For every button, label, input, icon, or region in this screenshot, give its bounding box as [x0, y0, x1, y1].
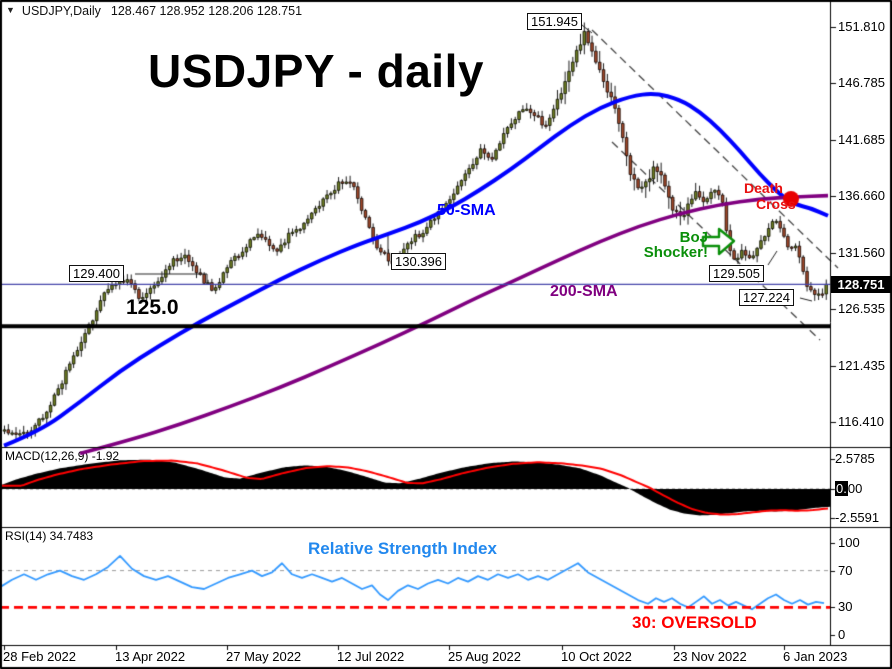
time-axis-label: 12 Jul 2022: [337, 649, 405, 664]
time-axis-label: 23 Nov 2022: [673, 649, 747, 664]
header-ohlc-values: 128.467 128.952 128.206 128.751: [110, 4, 303, 18]
boj-line2: Shocker!: [643, 244, 708, 261]
time-axis-label: 28 Feb 2022: [3, 649, 77, 664]
price-axis-tick: 146.785: [838, 75, 885, 91]
rsi-axis-tick: 70: [838, 562, 853, 578]
price-mark-tag: 127.224: [739, 289, 794, 306]
death-cross-line1: Death: [744, 180, 783, 196]
boj-line1: BoJ: [679, 229, 708, 246]
time-axis-label: 10 Oct 2022: [561, 649, 632, 664]
price-axis-tick: 126.535: [838, 301, 885, 317]
price-axis-tick: 121.435: [838, 357, 885, 373]
price-mark-tag: 151.945: [527, 13, 582, 30]
death-cross-label: Death Cross: [744, 180, 796, 212]
time-axis-label: 13 Apr 2022: [115, 649, 186, 664]
price-axis-tick: 151.810: [838, 19, 885, 34]
sma50-label: 50-SMA: [437, 202, 496, 219]
price-axis-tick: 116.410: [838, 414, 885, 430]
oversold-label: 30: OVERSOLD: [632, 613, 757, 632]
price-mark-tag: 130.396: [391, 253, 446, 270]
time-axis-label: 25 Aug 2022: [448, 649, 522, 664]
chart-header: ▼ USDJPY,Daily 128.467 128.952 128.206 128…: [6, 4, 302, 18]
sma200-label: 200-SMA: [550, 283, 618, 300]
current-price-tag: 128.751: [831, 276, 891, 293]
death-cross-line2: Cross: [756, 196, 796, 212]
price-mark-tag: 129.400: [69, 265, 124, 282]
price-axis-tick: 131.560: [838, 244, 885, 260]
price-axis-tick: 136.660: [838, 188, 885, 204]
price-mark-tag: 129.505: [709, 265, 764, 282]
rsi-axis-tick: 100: [838, 535, 860, 550]
level-125-label: 125.0: [126, 296, 179, 319]
price-axis-tick: 141.685: [838, 131, 885, 147]
rsi-axis-tick: 0: [838, 627, 846, 642]
macd-axis-tick: 2.5785: [835, 451, 875, 467]
macd-axis-tick: 0.00: [836, 481, 863, 496]
rsi-axis-tick: 30: [838, 599, 853, 615]
boj-shocker-label: BoJ Shocker!: [622, 230, 708, 260]
chart-title: USDJPY - daily: [148, 45, 484, 97]
rsi-indicator-label: RSI(14) 34.7483: [5, 529, 94, 543]
time-axis-label: 6 Jan 2023: [783, 649, 848, 664]
rsi-title-label: Relative Strength Index: [308, 539, 497, 558]
macd-axis-tick: -2.5591: [835, 510, 880, 526]
collapse-arrow-icon[interactable]: ▼: [6, 5, 15, 15]
header-symbol: USDJPY,Daily: [21, 4, 101, 18]
time-axis-label: 27 May 2022: [226, 649, 302, 664]
